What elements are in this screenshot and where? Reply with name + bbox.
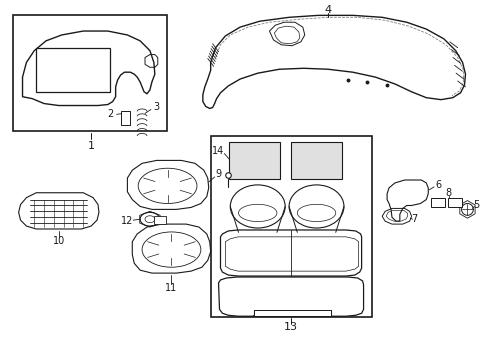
Text: 1: 1 <box>87 141 95 151</box>
Text: 9: 9 <box>215 169 221 179</box>
Text: 3: 3 <box>153 102 160 112</box>
Text: 8: 8 <box>445 188 451 198</box>
Text: 12: 12 <box>121 216 133 226</box>
Text: 11: 11 <box>165 283 177 293</box>
Bar <box>253 310 330 316</box>
Bar <box>154 216 165 224</box>
Bar <box>430 198 444 207</box>
Text: 6: 6 <box>434 180 440 190</box>
Text: 14: 14 <box>212 145 224 156</box>
Bar <box>447 198 461 207</box>
Bar <box>36 48 109 92</box>
Text: 7: 7 <box>410 214 417 224</box>
Text: 13: 13 <box>284 322 298 332</box>
Bar <box>120 111 130 125</box>
Text: 10: 10 <box>53 236 65 246</box>
Bar <box>290 142 341 179</box>
Text: 4: 4 <box>324 5 331 15</box>
Bar <box>210 136 372 317</box>
Bar <box>229 142 280 179</box>
Bar <box>13 15 166 131</box>
Text: 5: 5 <box>472 199 478 210</box>
Text: 2: 2 <box>107 109 114 120</box>
